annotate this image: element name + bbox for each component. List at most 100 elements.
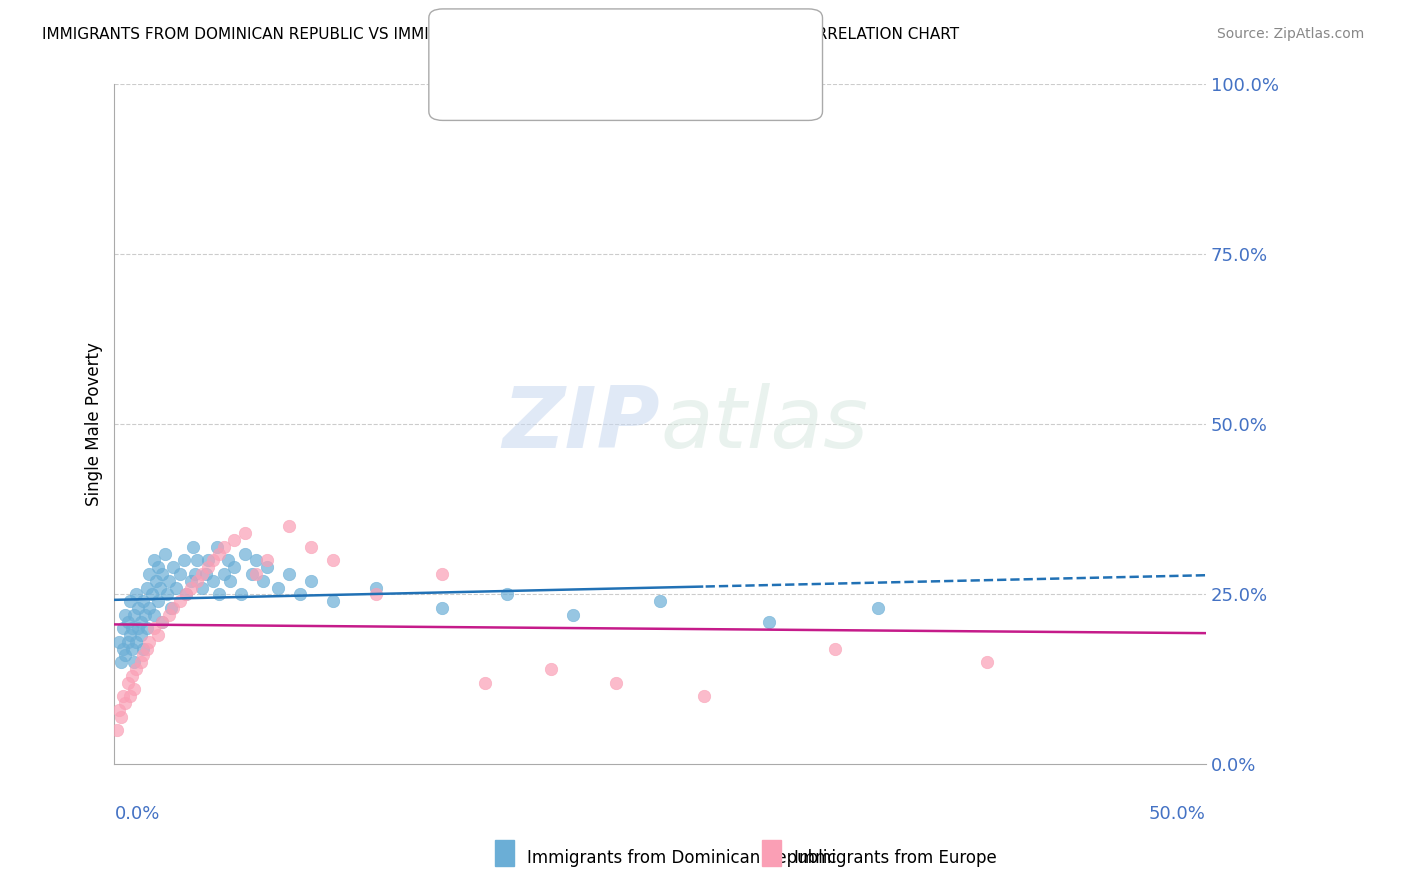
Point: [169, 566, 191, 581]
Text: R =: R =: [492, 84, 531, 102]
Point: [122, 655, 145, 669]
Point: [129, 615, 152, 629]
Point: [118, 594, 141, 608]
Text: IMMIGRANTS FROM DOMINICAN REPUBLIC VS IMMIGRANTS FROM EUROPE SINGLE MALE POVERTY: IMMIGRANTS FROM DOMINICAN REPUBLIC VS IM…: [42, 27, 959, 42]
Point: [112, 641, 135, 656]
Point: [138, 601, 160, 615]
Point: [267, 581, 290, 595]
Point: [107, 703, 129, 717]
Y-axis label: Single Male Poverty: Single Male Poverty: [86, 343, 103, 507]
Point: [122, 682, 145, 697]
Point: [201, 574, 224, 588]
Point: [107, 635, 129, 649]
Point: [118, 628, 141, 642]
Point: [157, 574, 180, 588]
Point: [245, 553, 267, 567]
Point: [132, 594, 155, 608]
Point: [197, 560, 219, 574]
Point: [118, 690, 141, 704]
Point: [299, 574, 322, 588]
Point: [162, 601, 184, 615]
Point: [121, 621, 143, 635]
Point: [217, 553, 239, 567]
Point: [256, 553, 278, 567]
Point: [181, 540, 204, 554]
Point: [176, 587, 198, 601]
Point: [758, 615, 780, 629]
Point: [105, 723, 128, 738]
Point: [430, 601, 453, 615]
Point: [160, 601, 183, 615]
Point: [186, 553, 208, 567]
Point: [235, 547, 257, 561]
Point: [496, 587, 519, 601]
Point: [245, 566, 267, 581]
Point: [322, 553, 344, 567]
Point: [648, 594, 671, 608]
Point: [190, 566, 212, 581]
Point: [288, 587, 311, 601]
Point: [180, 574, 202, 588]
Point: [152, 566, 174, 581]
Point: [201, 553, 224, 567]
Text: 0.563: 0.563: [524, 84, 581, 102]
Point: [153, 547, 176, 561]
Text: atlas: atlas: [659, 383, 868, 466]
Point: [146, 560, 169, 574]
Text: N =: N =: [574, 84, 613, 102]
Point: [142, 607, 165, 622]
Point: [561, 607, 583, 622]
Point: [169, 594, 191, 608]
Point: [127, 621, 149, 635]
Point: [190, 581, 212, 595]
Point: [540, 662, 562, 676]
Point: [125, 587, 148, 601]
Point: [184, 566, 207, 581]
Point: [430, 566, 453, 581]
Point: [110, 655, 132, 669]
Text: 77: 77: [605, 35, 630, 53]
Point: [157, 607, 180, 622]
Point: [224, 560, 246, 574]
Point: [240, 566, 263, 581]
Point: [212, 566, 235, 581]
Point: [976, 655, 998, 669]
Point: [134, 607, 156, 622]
Point: [186, 574, 208, 588]
Point: [605, 675, 627, 690]
Text: R =: R =: [492, 35, 531, 53]
Point: [138, 635, 160, 649]
Point: [125, 635, 148, 649]
Point: [117, 615, 139, 629]
Point: [197, 553, 219, 567]
Point: [278, 519, 301, 533]
Point: [208, 587, 231, 601]
Text: Immigrants from Dominican Republic: Immigrants from Dominican Republic: [527, 849, 837, 867]
Point: [136, 581, 159, 595]
Point: [366, 581, 388, 595]
Point: [110, 709, 132, 723]
Point: [299, 540, 322, 554]
Point: [146, 594, 169, 608]
Text: Immigrants from Europe: Immigrants from Europe: [794, 849, 997, 867]
Point: [145, 574, 167, 588]
Point: [146, 628, 169, 642]
Text: 0.178: 0.178: [524, 35, 582, 53]
Point: [136, 641, 159, 656]
Point: [132, 641, 155, 656]
Point: [125, 662, 148, 676]
Point: [149, 581, 172, 595]
Point: [121, 669, 143, 683]
Point: [162, 560, 184, 574]
Point: [474, 675, 496, 690]
Point: [141, 587, 163, 601]
Point: [195, 566, 218, 581]
Point: [212, 540, 235, 554]
Point: [868, 601, 890, 615]
Point: [152, 615, 174, 629]
Text: N =: N =: [574, 35, 613, 53]
Point: [256, 560, 278, 574]
Point: [156, 587, 179, 601]
Point: [142, 621, 165, 635]
Point: [121, 641, 143, 656]
